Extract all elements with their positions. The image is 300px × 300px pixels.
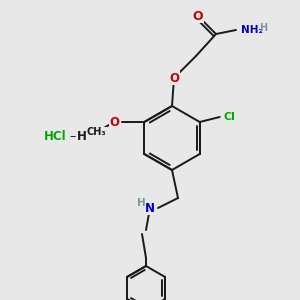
Text: CH₃: CH₃: [86, 127, 106, 137]
Text: H: H: [77, 130, 87, 143]
Text: NH₂: NH₂: [241, 25, 263, 35]
Text: O: O: [169, 71, 179, 85]
Text: O: O: [193, 10, 203, 22]
Text: –: –: [70, 130, 76, 143]
Text: H: H: [136, 198, 146, 208]
Text: H: H: [259, 23, 267, 33]
Text: HCl: HCl: [44, 130, 66, 143]
Text: Cl: Cl: [224, 112, 236, 122]
Text: O: O: [109, 116, 119, 128]
Text: N: N: [145, 202, 155, 214]
